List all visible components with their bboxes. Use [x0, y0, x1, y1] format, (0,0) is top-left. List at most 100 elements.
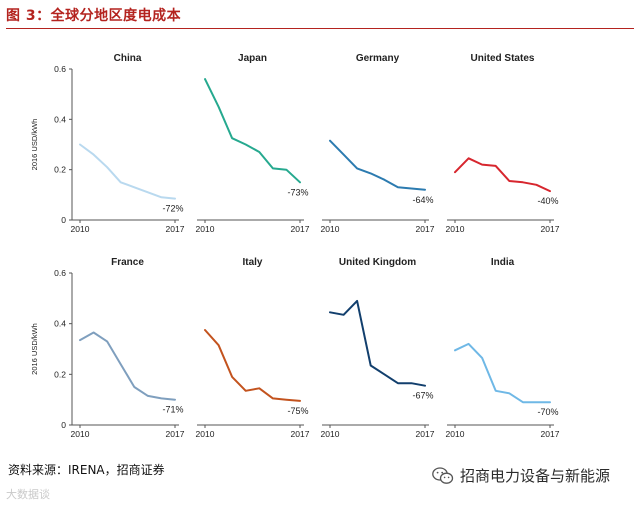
series-line-japan — [204, 78, 301, 184]
data-point — [245, 390, 247, 392]
data-point — [508, 392, 510, 394]
data-point — [272, 167, 274, 169]
data-point — [356, 167, 358, 169]
panel-germany: Germany 2010 2017 -64% — [321, 53, 435, 234]
x-tick-label: 2017 — [166, 429, 185, 439]
data-point — [120, 363, 122, 365]
data-point — [106, 340, 108, 342]
panel-france: France 2010 2017 0 0.2 0.4 0.6 2016 USD/kWh -71% — [30, 257, 185, 439]
panel-japan: Japan 2010 2017 -73% — [196, 53, 310, 234]
y-tick-label: 0.2 — [54, 165, 66, 175]
wechat-account-name: 招商电力设备与新能源 — [460, 467, 611, 485]
data-point — [535, 184, 537, 186]
change-label: -67% — [412, 391, 433, 401]
data-point — [217, 106, 219, 108]
data-point — [410, 382, 412, 384]
data-point — [147, 191, 149, 193]
data-point — [424, 385, 426, 387]
x-tick-label: 2017 — [416, 429, 435, 439]
panel-title: United States — [471, 53, 535, 64]
data-point — [160, 196, 162, 198]
panel-united-states: United States 2010 2017 -40% — [446, 53, 560, 234]
data-point — [522, 401, 524, 403]
data-point — [174, 398, 176, 400]
series-line-germany — [329, 139, 426, 191]
data-point — [454, 349, 456, 351]
series-line-united-states — [454, 157, 551, 193]
watermark: 大数据谈 — [6, 488, 50, 501]
y-axis-label: 2016 USD/kWh — [30, 119, 39, 171]
y-tick-label: 0.6 — [54, 268, 66, 278]
title-divider — [6, 28, 634, 29]
wechat-icon — [432, 466, 454, 484]
panel-title: United Kingdom — [339, 257, 416, 268]
data-point — [370, 364, 372, 366]
change-label: -40% — [537, 196, 558, 206]
change-label: -70% — [537, 407, 558, 417]
data-point — [397, 382, 399, 384]
wechat-account[interactable]: 招商电力设备与新能源 — [432, 465, 610, 486]
panel-india: India 2010 2017 -70% — [446, 257, 560, 439]
series-line-italy — [204, 329, 301, 402]
data-point — [481, 163, 483, 165]
x-tick-label: 2017 — [541, 224, 560, 234]
y-axis-label: 2016 USD/kWh — [30, 323, 39, 375]
panel-china: China 2010 2017 0 0.2 0.4 0.6 2016 USD/kWh -72% — [30, 53, 185, 234]
x-tick-label: 2017 — [541, 429, 560, 439]
data-point — [204, 78, 206, 80]
data-point — [231, 376, 233, 378]
series-line-china — [79, 143, 176, 200]
data-point — [217, 344, 219, 346]
data-point — [467, 343, 469, 345]
data-point — [481, 357, 483, 359]
panel-united-kingdom: United Kingdom 2010 2017 -67% — [321, 257, 435, 439]
y-tick-label: 0.4 — [54, 114, 66, 124]
data-point — [329, 311, 331, 313]
change-label: -64% — [412, 195, 433, 205]
data-point — [549, 190, 551, 192]
x-tick-label: 2010 — [321, 429, 340, 439]
y-tick-label: 0.4 — [54, 319, 66, 329]
data-point — [231, 137, 233, 139]
data-point — [495, 165, 497, 167]
data-point — [535, 401, 537, 403]
panel-title: Japan — [238, 53, 267, 64]
x-tick-label: 2010 — [446, 224, 465, 234]
series-line-united-kingdom — [329, 299, 426, 387]
x-tick-label: 2017 — [416, 224, 435, 234]
data-point — [342, 153, 344, 155]
change-label: -75% — [287, 406, 308, 416]
x-tick-label: 2010 — [321, 224, 340, 234]
panel-title: Italy — [242, 257, 262, 268]
y-tick-label: 0.6 — [54, 64, 66, 74]
data-point — [467, 157, 469, 159]
data-point — [299, 400, 301, 402]
data-point — [454, 171, 456, 173]
data-point — [79, 143, 81, 145]
data-point — [285, 398, 287, 400]
data-point — [174, 197, 176, 199]
x-tick-label: 2017 — [291, 224, 310, 234]
data-point — [329, 140, 331, 142]
data-point — [383, 373, 385, 375]
data-point — [79, 339, 81, 341]
data-point — [272, 397, 274, 399]
data-point — [356, 300, 358, 302]
data-point — [397, 186, 399, 188]
y-tick-label: 0 — [61, 420, 66, 430]
data-point — [92, 153, 94, 155]
data-point — [370, 172, 372, 174]
panel-title: China — [114, 53, 142, 64]
panel-title: Germany — [356, 53, 400, 64]
data-point — [424, 189, 426, 191]
data-point — [285, 168, 287, 170]
data-point — [147, 395, 149, 397]
y-tick-label: 0 — [61, 215, 66, 225]
data-point — [133, 186, 135, 188]
data-point — [160, 397, 162, 399]
chart-grid: China 2010 2017 0 0.2 0.4 0.6 2016 USD/kWh -72% J… — [30, 53, 560, 439]
data-point — [410, 187, 412, 189]
data-point — [495, 390, 497, 392]
data-point — [549, 401, 551, 403]
x-tick-label: 2017 — [291, 429, 310, 439]
